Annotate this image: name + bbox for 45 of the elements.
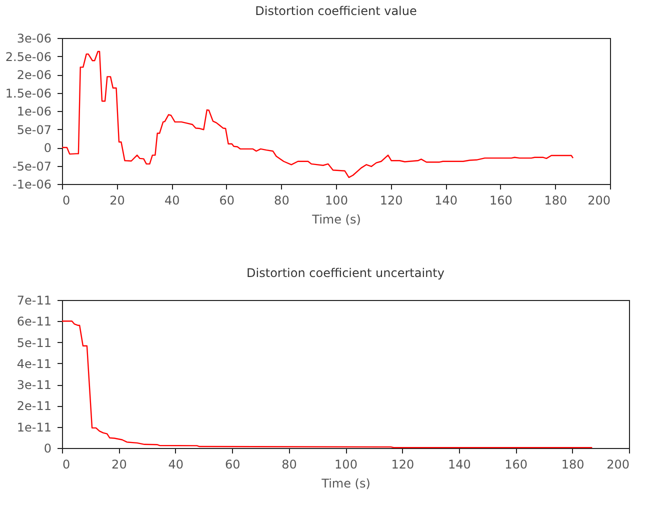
line-series [61,320,593,448]
x-tick-label: 0 [62,194,70,208]
y-tick-label: 3e-06 [16,32,52,46]
y-tick-label: 2e-06 [16,68,52,82]
x-tick-label: 40 [168,458,184,472]
y-tick-label: -1e-06 [12,178,52,192]
y-tick-label: 1e-06 [16,104,52,118]
x-tick-label: 140 [434,194,458,208]
x-tick-label: 180 [561,458,584,472]
chart-title: Distortion coefficient uncertainty [246,266,444,280]
x-tick-label: 120 [380,194,403,208]
x-tick-label: 80 [274,194,290,208]
y-tick-label: 4e-11 [16,356,52,371]
x-tick-label: 0 [62,458,70,472]
y-tick-label: 2e-11 [16,399,52,414]
y-tick-label: 0 [44,141,52,155]
y-tick-label: 2.5e-06 [5,50,52,64]
y-tick-label: 1.5e-06 [5,86,52,100]
x-tick-label: 140 [448,458,471,472]
y-tick-label: 1e-11 [16,420,52,434]
x-tick-label: 180 [544,194,568,208]
x-tick-label: 60 [219,194,235,208]
y-tick-label: -5e-07 [12,159,52,174]
x-axis-title: Time (s) [320,476,370,490]
y-tick-label: 5e-07 [16,122,52,137]
y-tick-label: 5e-11 [16,336,52,350]
x-tick-label: 100 [334,458,358,472]
x-tick-label: 200 [606,458,630,472]
x-tick-label: 120 [391,458,414,472]
x-tick-label: 100 [325,194,348,208]
chart-title: Distortion coefficient value [255,4,417,18]
line-series [61,50,574,178]
x-tick-label: 20 [112,458,127,472]
y-tick-label: 0 [44,442,52,456]
x-tick-label: 160 [504,458,528,472]
y-tick-label: 3e-11 [16,378,52,392]
x-tick-label: 160 [489,194,512,208]
x-tick-label: 40 [164,194,180,208]
y-tick-label: 6e-11 [16,314,52,329]
x-tick-label: 200 [588,194,610,208]
y-tick-label: 7e-11 [16,294,52,308]
x-tick-label: 20 [110,194,125,208]
x-axis-title: Time (s) [311,212,361,226]
x-tick-label: 80 [282,458,297,472]
x-tick-label: 60 [224,458,240,472]
